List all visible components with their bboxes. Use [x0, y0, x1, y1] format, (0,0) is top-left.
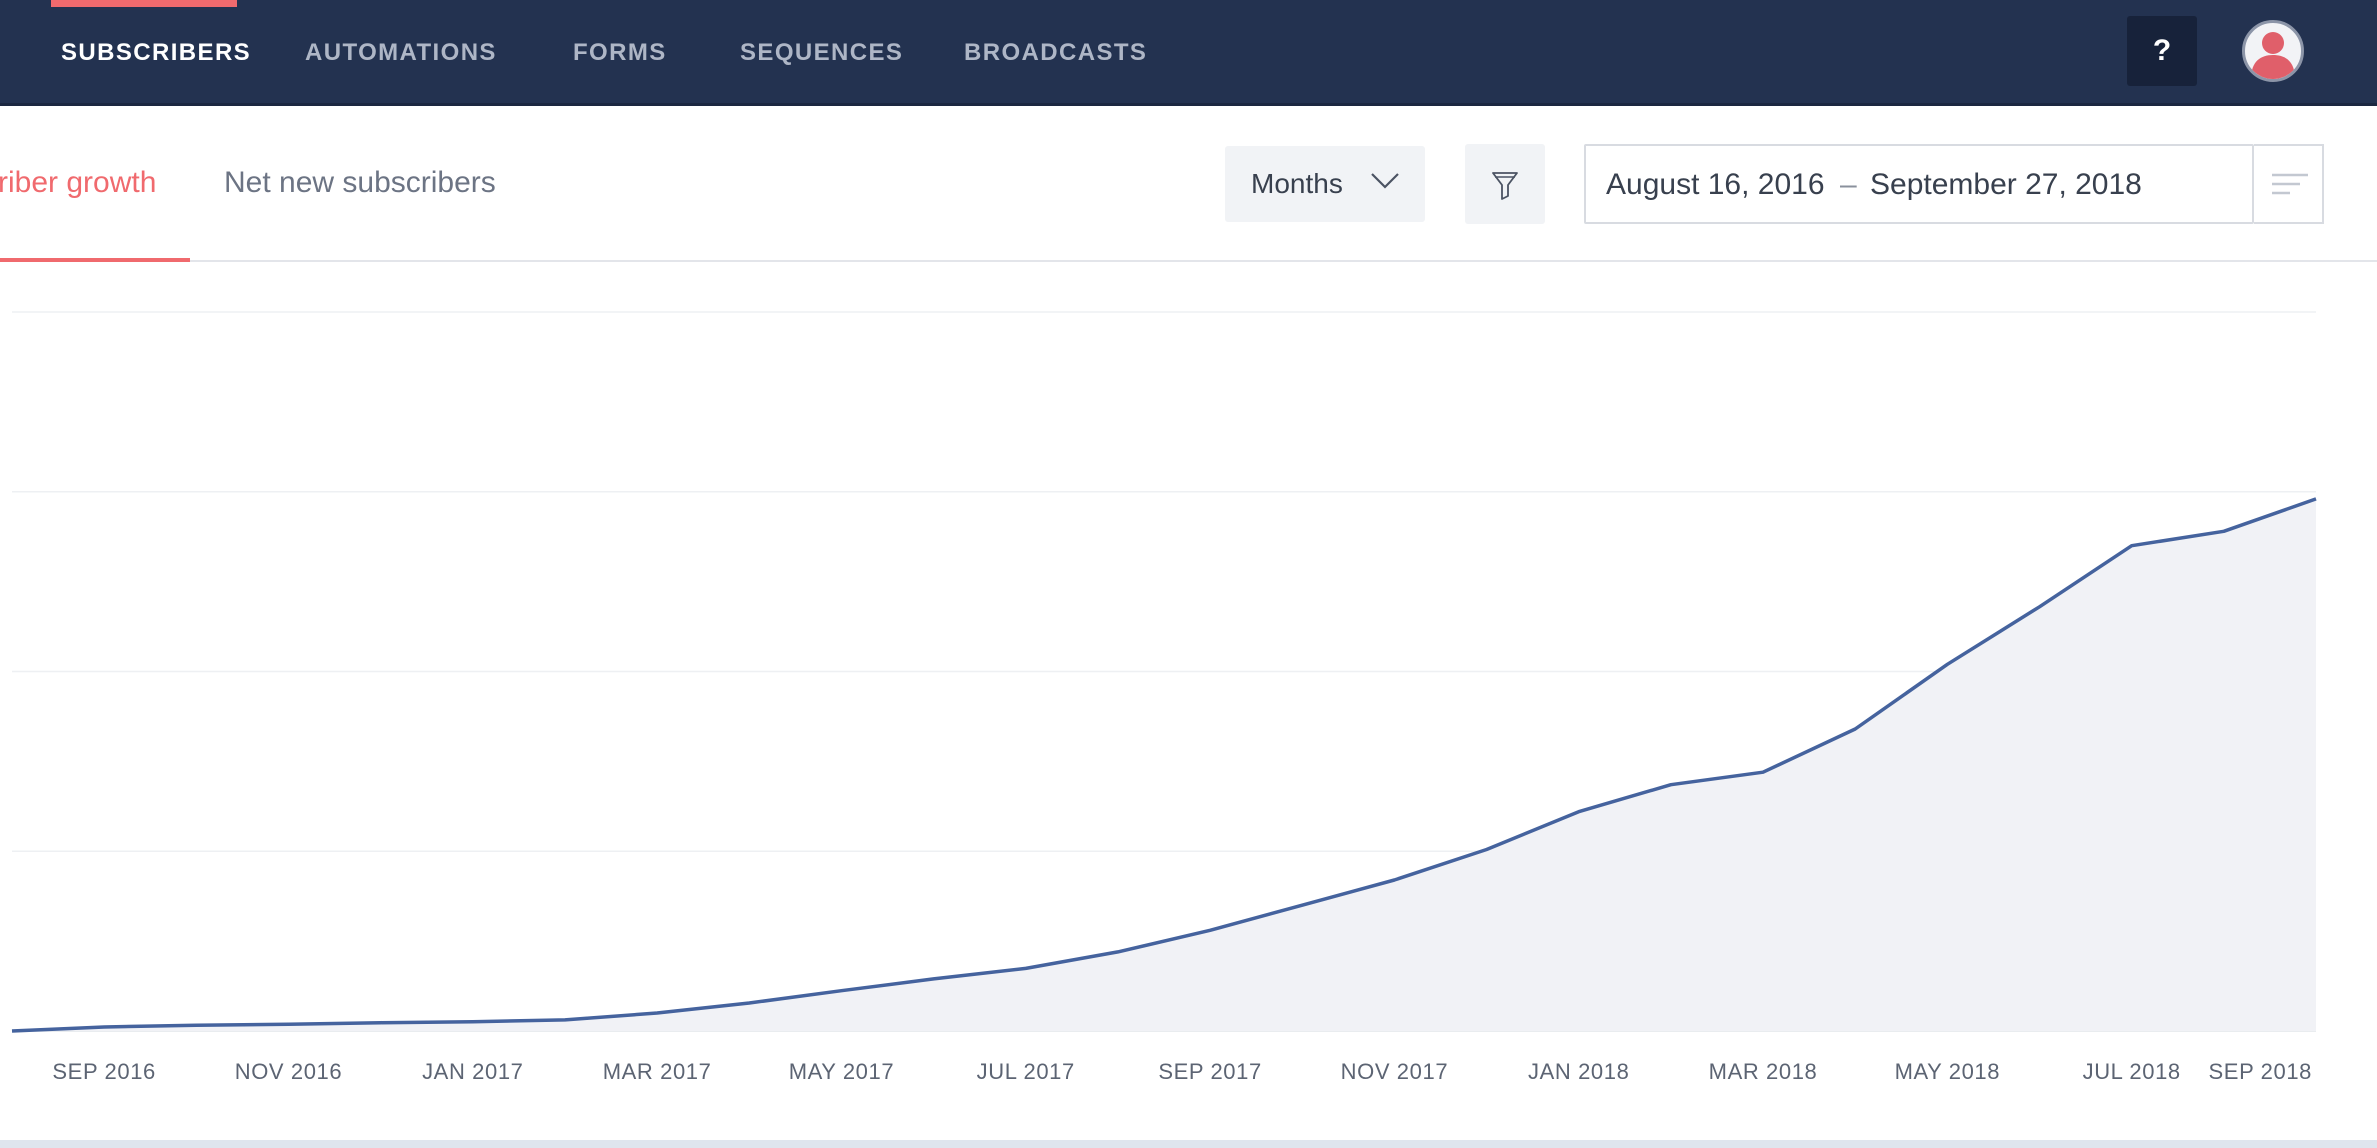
data-point[interactable]: [647, 1003, 667, 1023]
data-point[interactable]: [1292, 895, 1312, 915]
report-toolbar: riber growth Net new subscribers Months …: [0, 106, 2377, 262]
data-point[interactable]: [1661, 775, 1681, 795]
tab-net-new-subscribers[interactable]: Net new subscribers: [224, 166, 496, 199]
nav-forms[interactable]: FORMS: [573, 39, 667, 66]
user-avatar-icon[interactable]: [2242, 20, 2304, 82]
data-point[interactable]: [463, 1012, 483, 1032]
nav-broadcasts[interactable]: BROADCASTS: [964, 39, 1148, 66]
data-point[interactable]: [2214, 521, 2234, 541]
top-navigation: SUBSCRIBERS AUTOMATIONS FORMS SEQUENCES …: [0, 0, 2377, 106]
x-tick-label: JAN 2017: [422, 1059, 523, 1084]
series-line: [11, 497, 2317, 1033]
active-tab-underline: [0, 258, 190, 262]
x-tick-label: SEP 2018: [2209, 1059, 2312, 1084]
x-tick-label: JUL 2018: [2083, 1059, 2181, 1084]
date-end: September 27, 2018: [1870, 168, 2142, 201]
funnel-icon: [1492, 172, 1518, 200]
x-tick-label: SEP 2016: [52, 1059, 155, 1084]
data-point[interactable]: [1569, 802, 1589, 822]
data-point[interactable]: [1477, 839, 1497, 859]
date-start: August 16, 2016: [1606, 168, 1825, 201]
tab-subscriber-growth[interactable]: riber growth: [0, 166, 157, 199]
active-nav-indicator: [51, 0, 237, 7]
data-point[interactable]: [94, 1017, 114, 1037]
date-range-picker[interactable]: August 16, 2016 – September 27, 2018: [1584, 144, 2254, 224]
x-tick-label: MAY 2017: [789, 1059, 895, 1084]
series-area: [12, 498, 2316, 1031]
chart-canvas: SEP 2016 NOV 2016 JAN 2017 MAR 2017 MAY 2017…: [2, 311, 2326, 1084]
interval-select[interactable]: Months: [1225, 146, 1425, 222]
data-point[interactable]: [371, 1013, 391, 1033]
bottom-divider: [0, 1140, 2377, 1148]
x-tick-label: JUL 2017: [977, 1059, 1075, 1084]
data-point[interactable]: [555, 1010, 575, 1030]
subscriber-growth-chart: SEP 2016 NOV 2016 JAN 2017 MAR 2017 MAY 2017…: [0, 262, 2377, 1142]
nav-automations[interactable]: AUTOMATIONS: [305, 39, 497, 66]
data-point[interactable]: [1016, 958, 1036, 978]
data-point[interactable]: [739, 993, 759, 1013]
x-tick-label: MAR 2018: [1709, 1059, 1818, 1084]
data-point[interactable]: [186, 1015, 206, 1035]
chevron-down-icon: [1371, 173, 1399, 189]
date-separator: –: [1840, 168, 1857, 201]
x-tick-label: JAN 2018: [1528, 1059, 1629, 1084]
data-point[interactable]: [2, 1021, 22, 1041]
data-point[interactable]: [278, 1014, 298, 1034]
data-point[interactable]: [831, 981, 851, 1001]
data-point[interactable]: [924, 969, 944, 989]
nav-sequences[interactable]: SEQUENCES: [740, 39, 904, 66]
data-point[interactable]: [1937, 654, 1957, 674]
lines-icon: [2272, 173, 2308, 195]
x-tick-label: NOV 2016: [235, 1059, 343, 1084]
data-point[interactable]: [2030, 597, 2050, 617]
x-tick-label: NOV 2017: [1341, 1059, 1449, 1084]
x-tick-label: MAY 2018: [1895, 1059, 2001, 1084]
filter-button[interactable]: [1465, 144, 1545, 224]
data-point[interactable]: [2122, 536, 2142, 556]
data-point[interactable]: [1753, 762, 1773, 782]
data-point[interactable]: [1845, 719, 1865, 739]
x-tick-label: SEP 2017: [1158, 1059, 1261, 1084]
data-point[interactable]: [1108, 942, 1128, 962]
help-button[interactable]: ?: [2127, 16, 2197, 86]
interval-select-value: Months: [1251, 168, 1343, 199]
data-point[interactable]: [1384, 870, 1404, 890]
date-presets-button[interactable]: [2254, 144, 2324, 224]
data-point[interactable]: [2306, 489, 2326, 509]
data-point[interactable]: [1200, 920, 1220, 940]
nav-subscribers[interactable]: SUBSCRIBERS: [61, 39, 252, 66]
x-tick-label: MAR 2017: [603, 1059, 712, 1084]
